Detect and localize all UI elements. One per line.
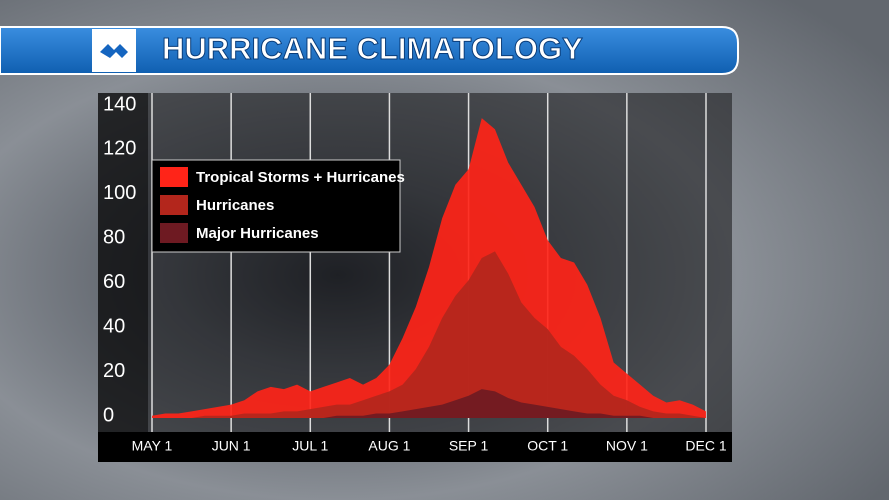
y-tick-label: 140	[103, 93, 136, 115]
y-axis-band	[98, 93, 148, 432]
legend-swatch	[160, 167, 188, 187]
legend-swatch	[160, 223, 188, 243]
chart-title: HURRICANE CLIMATOLOGY	[162, 31, 583, 66]
x-tick-label: OCT 1	[527, 438, 568, 454]
title-bar	[0, 26, 739, 75]
x-axis-band	[98, 432, 732, 462]
x-tick-label: DEC 1	[685, 438, 726, 454]
x-tick-label: MAY 1	[132, 438, 173, 454]
area	[152, 251, 706, 418]
x-tick-label: SEP 1	[449, 438, 489, 454]
area	[152, 389, 706, 418]
legend-swatch	[160, 195, 188, 215]
y-tick-label: 120	[103, 138, 136, 160]
x-tick-label: JUL 1	[292, 438, 328, 454]
logo-mark	[100, 44, 128, 58]
y-tick-label: 100	[103, 182, 136, 204]
y-tick-label: 80	[103, 227, 125, 249]
area	[152, 118, 706, 418]
y-tick-label: 60	[103, 271, 125, 293]
y-tick-label: 20	[103, 360, 125, 382]
x-tick-label: JUN 1	[212, 438, 251, 454]
legend-box	[151, 159, 401, 253]
legend-label: Hurricanes	[196, 197, 274, 214]
x-tick-label: NOV 1	[606, 438, 648, 454]
y-tick-label: 40	[103, 315, 125, 337]
y-tick-label: 0	[103, 404, 114, 426]
x-tick-label: AUG 1	[368, 438, 410, 454]
legend-label: Major Hurricanes	[196, 225, 319, 242]
legend-label: Tropical Storms + Hurricanes	[196, 169, 405, 186]
